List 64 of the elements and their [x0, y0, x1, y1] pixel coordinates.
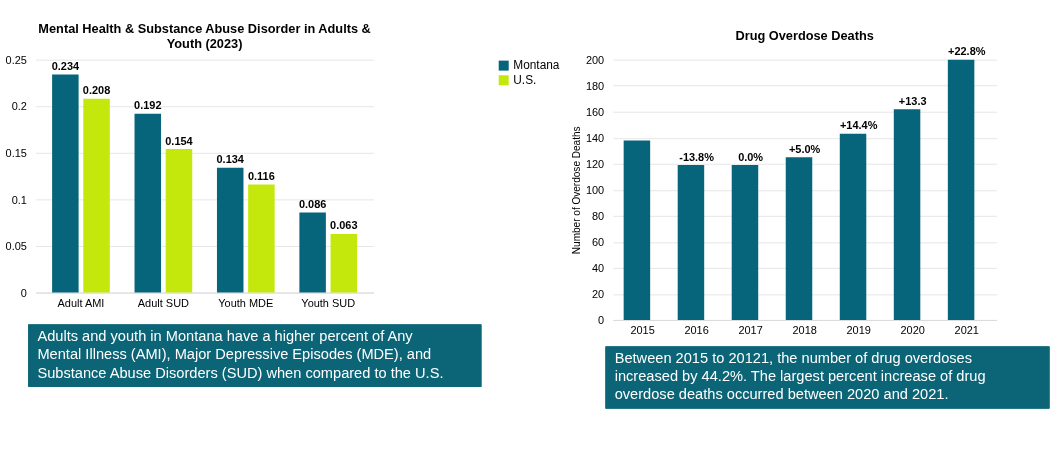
bar: [165, 149, 193, 293]
data-label: 0.192: [134, 99, 162, 112]
y-tick-label: 0: [598, 314, 605, 327]
x-tick-label: 2017: [738, 324, 763, 337]
annotation: +14.4%: [839, 119, 878, 132]
x-tick-label: 2018: [792, 324, 817, 337]
x-tick-label: 2021: [954, 324, 979, 337]
bar: [623, 140, 651, 320]
y-tick-label: 80: [591, 209, 605, 222]
legend-label: U.S.: [513, 72, 537, 87]
data-label: 0.086: [298, 197, 327, 210]
y-tick-label: 0.1: [11, 193, 27, 206]
y-tick-label: 140: [585, 131, 605, 144]
legend-label: Montana: [513, 58, 560, 73]
y-tick-label: 200: [585, 53, 605, 66]
annotation: +5.0%: [788, 142, 821, 155]
y-tick-label: 0.25: [5, 53, 27, 66]
annotation: +13.3: [898, 94, 927, 107]
data-label: 0.234: [51, 60, 80, 73]
bar: [947, 59, 975, 320]
x-tick-label: 2016: [684, 324, 709, 337]
y-tick-label: 20: [591, 288, 605, 301]
x-tick-label: Adult AMI: [57, 296, 105, 309]
data-label: 0.116: [247, 169, 275, 182]
bar: [134, 113, 162, 293]
y-tick-label: 0: [20, 286, 27, 299]
x-tick-label: 2015: [630, 324, 655, 337]
data-label: 0.208: [82, 84, 111, 97]
y-tick-label: 0.15: [5, 146, 27, 159]
y-tick-label: 120: [585, 157, 605, 170]
bar: [893, 109, 921, 320]
x-tick-label: Youth MDE: [218, 296, 274, 309]
chart-title: Drug Overdose Deaths: [735, 27, 874, 43]
data-label: 0.154: [165, 134, 194, 147]
bar: [731, 165, 759, 320]
y-axis-title: Number of Overdose Deaths: [571, 126, 583, 255]
y-tick-label: 40: [591, 262, 605, 275]
bar: [248, 184, 275, 293]
x-tick-label: 2019: [846, 324, 871, 337]
bar: [785, 157, 813, 320]
text: Adults and youth in Montana have a higher percent of Any Mental Illness (AMI), Major Depressive Episodes (MDE), and Substance Abuse Disorders (SUD) when compared to the U.S.: [37, 328, 444, 381]
annotation: -13.8%: [679, 150, 715, 163]
data-label: 0.134: [216, 153, 245, 166]
annotation: +22.8%: [948, 45, 986, 58]
y-tick-label: 180: [585, 79, 605, 92]
chart-title: Mental Health & Substance Abuse Disorder in Adults & Youth (2023): [38, 21, 371, 51]
y-tick-label: 60: [591, 236, 605, 249]
y-tick-label: 0.05: [5, 240, 27, 253]
bar: [216, 167, 244, 293]
data-label: 0.063: [330, 219, 358, 232]
bar: [330, 233, 358, 293]
y-tick-label: 0.2: [11, 100, 27, 113]
bar: [299, 212, 326, 293]
bar: [677, 165, 705, 320]
bar: [839, 133, 867, 320]
text: Between 2015 to 20121, the number of drug overdoses increased by 44.2%. The largest percent increase of drug overdose deaths occurred between 2020 and 2021.: [614, 349, 986, 403]
bar: [52, 74, 79, 293]
x-tick-label: Adult SUD: [137, 296, 190, 309]
x-tick-label: Youth SUD: [301, 296, 356, 309]
annotation: 0.0%: [738, 150, 764, 163]
x-tick-label: 2020: [900, 324, 925, 337]
bar: [83, 98, 110, 293]
y-tick-label: 100: [585, 183, 605, 196]
y-tick-label: 160: [585, 105, 605, 118]
